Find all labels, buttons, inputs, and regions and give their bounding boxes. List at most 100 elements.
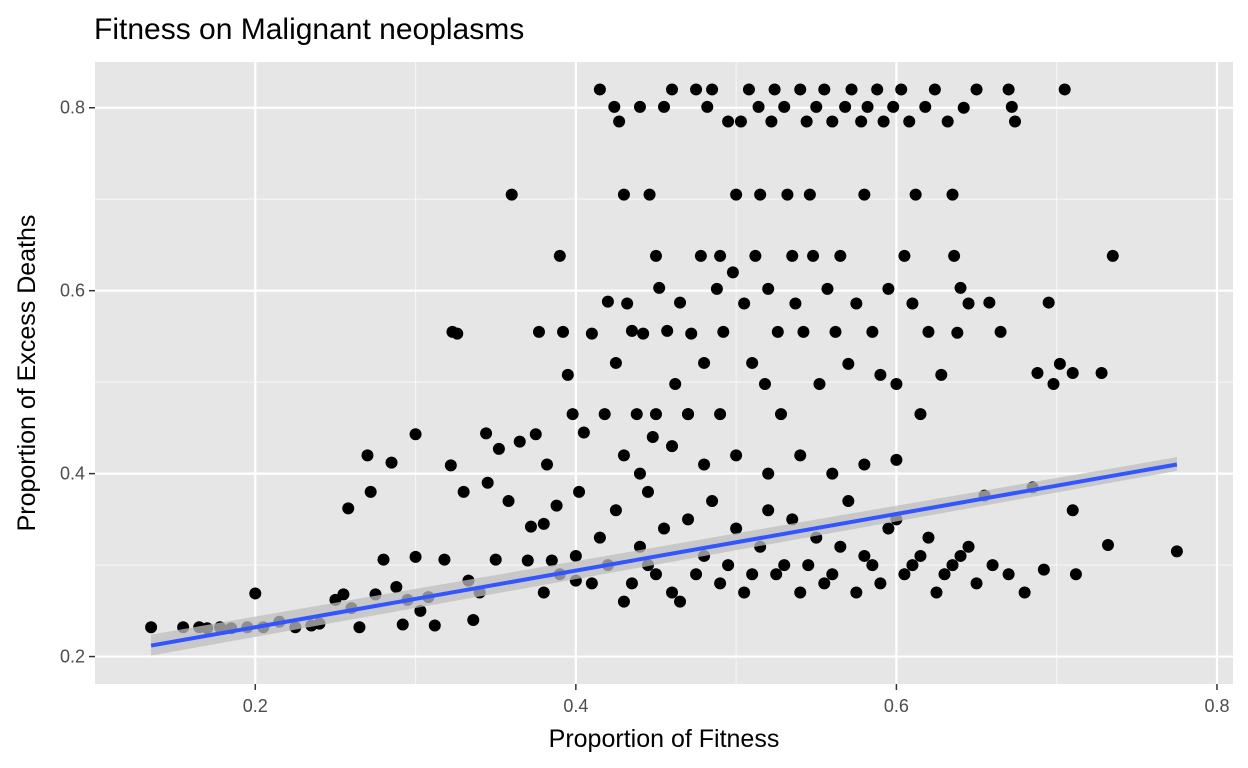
data-point xyxy=(457,485,470,498)
data-point xyxy=(742,83,755,96)
data-point xyxy=(1042,296,1055,309)
data-point xyxy=(545,554,558,567)
data-point xyxy=(609,356,622,369)
data-point xyxy=(794,449,807,462)
data-point xyxy=(866,559,879,572)
data-point xyxy=(617,595,630,608)
data-point xyxy=(643,188,656,201)
data-point xyxy=(1002,568,1015,581)
data-point xyxy=(706,83,719,96)
data-point xyxy=(903,115,916,128)
data-point xyxy=(914,549,927,562)
data-point xyxy=(797,325,810,338)
data-point xyxy=(839,100,852,113)
data-point xyxy=(598,408,611,421)
data-point xyxy=(874,577,887,590)
data-point xyxy=(145,621,158,634)
data-point xyxy=(649,568,662,581)
data-point xyxy=(1170,545,1183,558)
data-point xyxy=(1037,563,1050,576)
data-point xyxy=(573,485,586,498)
data-point xyxy=(682,513,695,526)
data-point xyxy=(633,100,646,113)
y-tick-label: 0.8 xyxy=(60,98,85,118)
data-point xyxy=(730,522,743,535)
data-point xyxy=(701,100,714,113)
data-point xyxy=(537,517,550,530)
plot-panel xyxy=(95,62,1233,684)
data-point xyxy=(845,83,858,96)
data-point xyxy=(646,431,659,444)
data-point xyxy=(613,115,626,128)
data-point xyxy=(803,188,816,201)
data-point xyxy=(377,553,390,566)
data-point xyxy=(954,281,967,294)
data-point xyxy=(1058,83,1071,96)
data-point xyxy=(630,408,643,421)
data-point xyxy=(786,513,799,526)
data-point xyxy=(970,577,983,590)
data-point xyxy=(778,559,791,572)
data-point xyxy=(842,357,855,370)
data-point xyxy=(658,100,670,113)
data-point xyxy=(882,282,895,295)
data-point xyxy=(617,449,630,462)
data-point xyxy=(480,427,493,440)
data-point xyxy=(781,188,794,201)
data-point xyxy=(513,435,526,448)
data-point xyxy=(550,499,563,512)
data-point xyxy=(930,586,943,599)
data-point xyxy=(834,249,847,262)
data-point xyxy=(633,467,646,480)
data-point xyxy=(794,586,807,599)
x-axis-title: Proportion of Fitness xyxy=(549,725,780,753)
regression-line xyxy=(150,462,1178,648)
data-point xyxy=(524,520,537,533)
data-point xyxy=(789,297,802,310)
data-point xyxy=(1018,586,1031,599)
x-tick-label: 0.2 xyxy=(243,696,268,716)
data-point xyxy=(818,83,831,96)
data-point xyxy=(593,531,606,544)
data-point xyxy=(946,188,959,201)
axis-ticks: 0.2 0.4 0.6 0.8 0.2 0.4 0.6 0.8 xyxy=(60,98,1230,716)
data-point xyxy=(361,449,374,462)
data-point xyxy=(730,188,743,201)
data-point xyxy=(569,549,582,562)
data-point xyxy=(1106,249,1119,262)
data-point xyxy=(890,453,903,466)
data-point xyxy=(669,377,682,390)
data-point xyxy=(722,559,735,572)
data-point xyxy=(561,368,574,381)
data-point xyxy=(537,586,550,599)
data-point xyxy=(786,249,799,262)
data-point xyxy=(754,188,767,201)
data-point xyxy=(396,618,409,631)
chart-title: Fitness on Malignant neoplasms xyxy=(94,13,524,46)
data-point xyxy=(762,282,775,295)
data-point xyxy=(887,100,900,113)
data-point xyxy=(451,327,464,340)
data-point xyxy=(858,549,871,562)
data-point xyxy=(1005,100,1018,113)
data-point xyxy=(970,83,983,96)
data-point xyxy=(726,266,739,279)
data-point xyxy=(489,553,502,566)
data-point xyxy=(1009,115,1022,128)
data-point xyxy=(813,377,826,390)
data-point xyxy=(621,297,634,310)
data-point xyxy=(770,568,783,581)
y-axis-title: Proportion of Excess Deaths xyxy=(13,215,41,532)
data-point xyxy=(553,249,566,262)
data-point xyxy=(877,115,890,128)
data-point xyxy=(438,553,451,566)
data-point xyxy=(390,581,403,594)
data-point xyxy=(342,502,355,515)
data-point xyxy=(871,83,884,96)
data-point xyxy=(821,282,834,295)
data-point xyxy=(778,100,791,113)
data-point xyxy=(941,115,954,128)
data-point xyxy=(762,504,775,517)
trend-line-group xyxy=(150,457,1178,656)
data-point xyxy=(818,577,831,590)
